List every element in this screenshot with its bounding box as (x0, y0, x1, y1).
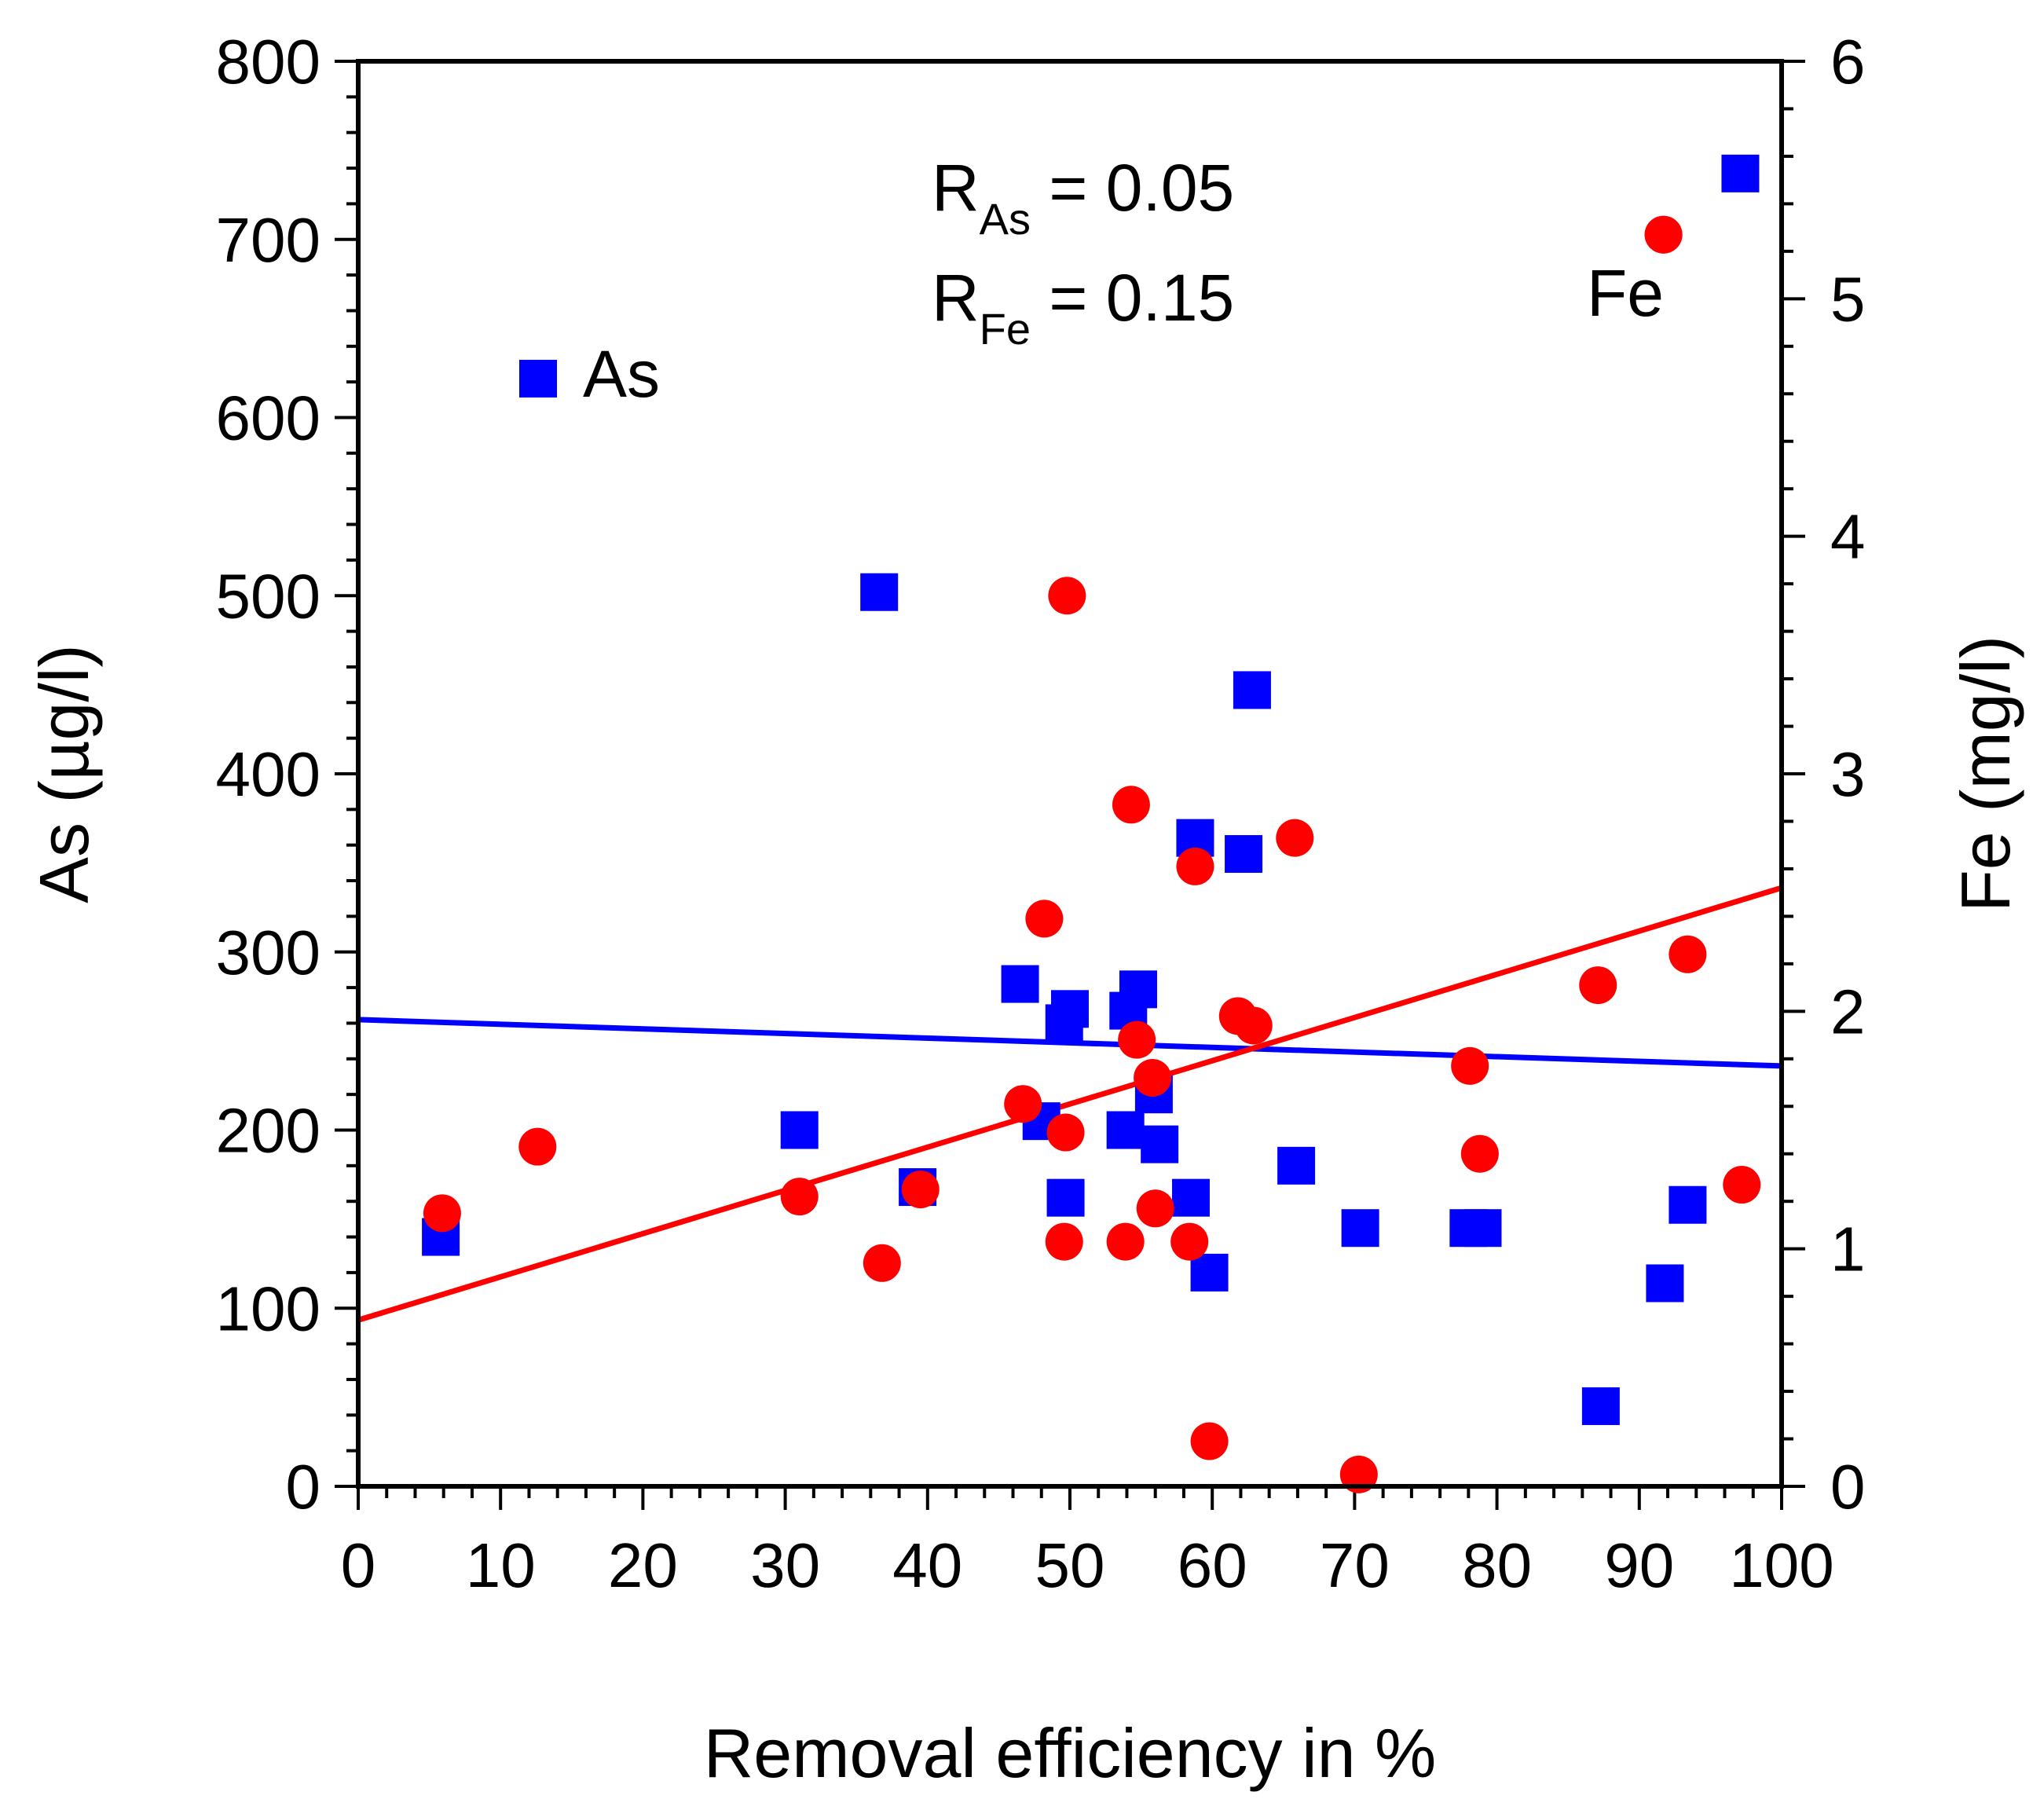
trend-lines (357, 885, 1783, 1323)
y-tick-label: 300 (216, 918, 321, 987)
y2-tick-label: 4 (1830, 502, 1866, 572)
y-tick-label: 500 (216, 561, 321, 631)
as-point (1233, 671, 1271, 709)
annotation-r-as: RAs = 0.05 (932, 151, 1234, 244)
as-point (1721, 154, 1760, 192)
data-points (422, 154, 1761, 1493)
as-point (860, 573, 899, 611)
x-tick-label: 90 (1604, 1530, 1674, 1600)
fe-point (1723, 1166, 1761, 1204)
fe-point (1669, 935, 1707, 973)
x-tick-label: 60 (1178, 1530, 1247, 1600)
x-tick-label: 100 (1729, 1530, 1833, 1600)
fe-point (1276, 819, 1314, 857)
y-tick-label: 600 (216, 383, 321, 453)
as-point (1341, 1209, 1379, 1248)
y2-axis-title: Fe (mg/l) (1947, 636, 2024, 912)
fe-point (901, 1171, 940, 1209)
fe-point (1004, 1085, 1042, 1123)
fe-point (1190, 1422, 1229, 1460)
y2-tick-label: 6 (1830, 27, 1866, 97)
y-tick-label: 800 (216, 27, 321, 97)
fe-point (1339, 1455, 1378, 1493)
y2-tick-label: 2 (1830, 976, 1866, 1046)
as-point (1051, 990, 1089, 1028)
x-axis-title: Removal efficiency in % (704, 1714, 1437, 1792)
x-tick-label: 10 (466, 1530, 536, 1600)
fe-point (1579, 966, 1617, 1005)
x-tick-label: 80 (1462, 1530, 1532, 1600)
fe-point (1106, 1222, 1145, 1261)
fe-point (1045, 1222, 1083, 1261)
x-tick-label: 70 (1320, 1530, 1390, 1600)
fe-point (1046, 1113, 1085, 1152)
legend-as-label: As (583, 337, 660, 411)
fe-point (1136, 1189, 1174, 1228)
y-tick-label: 0 (286, 1452, 321, 1522)
y2-tick-label: 0 (1830, 1452, 1866, 1522)
fe-point (1025, 900, 1064, 938)
fe-point (518, 1127, 557, 1166)
fe-point (1112, 786, 1150, 824)
fe-point (1451, 1046, 1489, 1085)
as-point (1001, 965, 1039, 1003)
x-tick-label: 50 (1035, 1530, 1105, 1600)
as-point (1463, 1209, 1502, 1248)
y-axis-title: As (µg/l) (25, 644, 103, 903)
as-point (1046, 1178, 1085, 1217)
fe-point (1118, 1020, 1156, 1059)
plot-frame (356, 59, 1784, 1489)
tick-labels: 0 10 20 30 40 50 60 70 80 90 100010020030040050060… (216, 27, 1866, 1600)
fe-point (863, 1244, 901, 1282)
x-tick-label: 0 (341, 1530, 376, 1600)
legend-fe-marker (1644, 215, 1683, 254)
fe-point (1170, 1222, 1209, 1261)
as-point (1172, 1178, 1211, 1217)
as-point (1646, 1264, 1684, 1303)
as-point (1190, 1253, 1229, 1292)
y2-tick-label: 1 (1830, 1215, 1866, 1284)
fe-point (1234, 1006, 1273, 1045)
annotation-r-fe: RFe = 0.15 (932, 261, 1234, 354)
as-point (780, 1111, 819, 1149)
as-point (1669, 1185, 1707, 1224)
legend-as-marker (519, 360, 557, 398)
fe-trend-line (357, 885, 1783, 1323)
y-tick-label: 400 (216, 739, 321, 809)
y-tick-label: 200 (216, 1096, 321, 1166)
as-point (1581, 1387, 1620, 1425)
as-point (1119, 970, 1157, 1009)
fe-point (1460, 1134, 1499, 1173)
as-point (1106, 1111, 1145, 1149)
fe-point (780, 1178, 819, 1216)
fe-point (423, 1194, 461, 1233)
y2-tick-label: 5 (1830, 264, 1866, 334)
legend-fe-label: Fe (1587, 256, 1664, 330)
as-trend-line (357, 1017, 1782, 1069)
fe-point (1176, 847, 1214, 885)
as-point (1277, 1146, 1316, 1185)
x-tick-label: 30 (750, 1530, 820, 1600)
as-point (1141, 1125, 1179, 1163)
x-tick-label: 20 (608, 1530, 678, 1600)
fe-point (1048, 577, 1086, 615)
y-tick-label: 700 (216, 205, 321, 275)
x-tick-label: 40 (892, 1530, 962, 1600)
as-point (1225, 835, 1263, 874)
y-tick-label: 100 (216, 1273, 321, 1343)
y2-tick-label: 3 (1830, 739, 1866, 809)
fe-point (1134, 1058, 1172, 1097)
